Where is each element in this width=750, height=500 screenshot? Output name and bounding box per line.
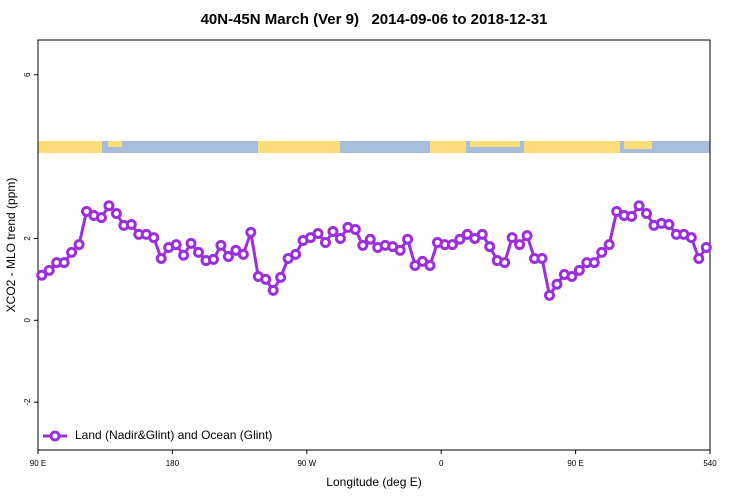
land-ocean-band bbox=[38, 141, 710, 153]
data-point bbox=[588, 257, 600, 269]
data-point bbox=[290, 248, 302, 260]
data-point bbox=[685, 232, 697, 244]
data-point bbox=[260, 273, 272, 285]
data-point bbox=[334, 232, 346, 244]
data-point bbox=[222, 250, 234, 262]
x-axis-label: Longitude (deg E) bbox=[326, 475, 421, 489]
data-point bbox=[327, 225, 339, 237]
x-tick-label: 90 E bbox=[30, 459, 46, 468]
land-band bbox=[624, 141, 652, 149]
data-point bbox=[476, 228, 488, 240]
data-point bbox=[58, 257, 70, 269]
x-tick-label: 540 bbox=[703, 459, 717, 468]
y-tick-label: 2 bbox=[23, 236, 32, 241]
data-point bbox=[193, 246, 205, 258]
y-axis-label: XCO2 - MLO trend (ppm) bbox=[4, 178, 18, 313]
data-point bbox=[178, 249, 190, 261]
data-point bbox=[267, 284, 279, 296]
y-tick-label: -2 bbox=[23, 398, 32, 406]
data-point bbox=[357, 239, 369, 251]
land-band bbox=[108, 141, 122, 147]
data-point bbox=[95, 212, 107, 224]
legend-label: Land (Nadir&Glint) and Ocean (Glint) bbox=[75, 428, 272, 442]
land-band bbox=[258, 141, 340, 153]
data-point bbox=[275, 271, 287, 283]
x-tick-label: 180 bbox=[166, 459, 180, 468]
data-point bbox=[484, 241, 496, 253]
data-point bbox=[207, 253, 219, 265]
x-tick-label: 0 bbox=[439, 459, 444, 468]
data-point bbox=[170, 239, 182, 251]
data-point bbox=[536, 253, 548, 265]
data-point bbox=[521, 230, 533, 242]
y-tick-label: 0 bbox=[23, 318, 32, 323]
data-point bbox=[215, 239, 227, 251]
data-point bbox=[237, 248, 249, 260]
data-point bbox=[514, 239, 526, 251]
data-point bbox=[663, 219, 675, 231]
data-point bbox=[349, 223, 361, 235]
data-point bbox=[148, 232, 160, 244]
data-point bbox=[596, 246, 608, 258]
data-point bbox=[364, 233, 376, 245]
data-point bbox=[641, 207, 653, 219]
land-band bbox=[524, 141, 620, 153]
y-tick-label: 6 bbox=[23, 72, 32, 77]
land-band bbox=[430, 141, 466, 153]
land-band bbox=[470, 141, 520, 147]
data-point bbox=[543, 289, 555, 301]
data-point bbox=[626, 210, 638, 222]
data-point bbox=[103, 200, 115, 212]
data-point bbox=[312, 228, 324, 240]
data-point bbox=[693, 253, 705, 265]
data-point bbox=[155, 253, 167, 265]
legend-marker bbox=[49, 430, 61, 442]
data-point bbox=[110, 207, 122, 219]
data-point bbox=[551, 278, 563, 290]
data-point bbox=[603, 239, 615, 251]
data-point bbox=[402, 233, 414, 245]
land-band bbox=[38, 141, 102, 153]
data-point bbox=[394, 244, 406, 256]
data-point bbox=[43, 264, 55, 276]
data-point bbox=[36, 269, 48, 281]
data-point bbox=[499, 257, 511, 269]
x-tick-label: 90 W bbox=[297, 459, 316, 468]
data-point bbox=[566, 271, 578, 283]
data-point bbox=[446, 239, 458, 251]
data-point bbox=[66, 246, 78, 258]
data-point bbox=[185, 237, 197, 249]
data-point bbox=[319, 237, 331, 249]
data-point bbox=[700, 241, 712, 253]
data-point bbox=[633, 200, 645, 212]
data-point bbox=[573, 264, 585, 276]
data-point bbox=[125, 219, 137, 231]
x-tick-label: 90 E bbox=[567, 459, 583, 468]
data-point bbox=[424, 259, 436, 271]
data-point bbox=[454, 233, 466, 245]
data-point bbox=[245, 226, 257, 238]
chart-title: 40N-45N March (Ver 9) 2014-09-06 to 2018… bbox=[201, 11, 548, 28]
data-point bbox=[73, 239, 85, 251]
data-point bbox=[506, 232, 518, 244]
